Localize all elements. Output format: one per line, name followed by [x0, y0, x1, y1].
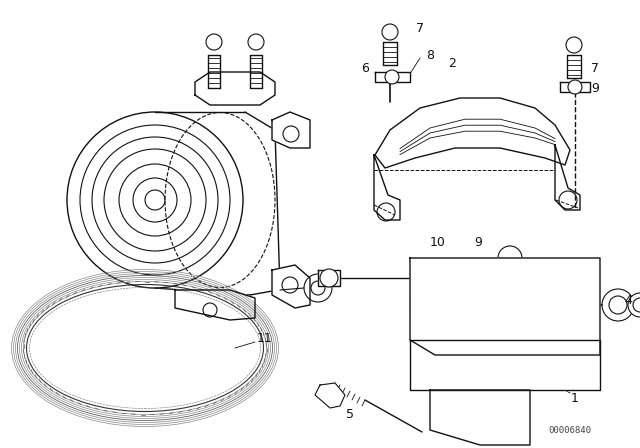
Circle shape	[441, 354, 469, 382]
Text: 2: 2	[448, 56, 456, 69]
Polygon shape	[374, 155, 400, 220]
Circle shape	[566, 37, 582, 53]
Circle shape	[385, 70, 399, 84]
Text: 7: 7	[591, 61, 599, 74]
Text: 00006840: 00006840	[548, 426, 591, 435]
Circle shape	[320, 269, 338, 287]
Circle shape	[498, 246, 522, 270]
Polygon shape	[560, 82, 590, 92]
Circle shape	[206, 34, 222, 50]
Circle shape	[92, 137, 218, 263]
Circle shape	[602, 289, 634, 321]
Polygon shape	[272, 112, 310, 148]
Circle shape	[568, 80, 582, 94]
Circle shape	[536, 286, 564, 314]
Text: 10: 10	[430, 236, 446, 249]
Polygon shape	[375, 72, 410, 82]
Circle shape	[80, 125, 230, 275]
Circle shape	[382, 24, 398, 40]
Circle shape	[311, 281, 325, 295]
Polygon shape	[315, 383, 345, 408]
Circle shape	[609, 296, 627, 314]
Circle shape	[104, 149, 206, 251]
Polygon shape	[555, 145, 580, 210]
Polygon shape	[375, 98, 570, 168]
Circle shape	[67, 112, 243, 288]
Circle shape	[633, 298, 640, 312]
Circle shape	[559, 191, 577, 209]
Text: 5: 5	[346, 409, 354, 422]
Circle shape	[536, 354, 564, 382]
Text: 4: 4	[624, 293, 632, 306]
Text: 6: 6	[361, 61, 369, 74]
Circle shape	[304, 274, 332, 302]
Circle shape	[283, 126, 299, 142]
Circle shape	[119, 164, 191, 236]
Circle shape	[145, 190, 165, 210]
Circle shape	[628, 293, 640, 317]
Polygon shape	[175, 290, 255, 320]
Text: 1: 1	[571, 392, 579, 405]
Polygon shape	[318, 270, 340, 286]
Circle shape	[248, 34, 264, 50]
Text: 11: 11	[257, 332, 273, 345]
Text: 8: 8	[426, 48, 434, 61]
Polygon shape	[410, 340, 600, 390]
Circle shape	[377, 203, 395, 221]
Text: 9: 9	[474, 236, 482, 249]
Polygon shape	[272, 265, 310, 308]
Polygon shape	[410, 258, 600, 355]
Circle shape	[203, 303, 217, 317]
Polygon shape	[195, 72, 275, 105]
Circle shape	[133, 178, 177, 222]
Circle shape	[282, 277, 298, 293]
Circle shape	[441, 286, 469, 314]
Text: 7: 7	[416, 22, 424, 34]
Polygon shape	[430, 390, 530, 445]
Text: 9: 9	[591, 82, 599, 95]
